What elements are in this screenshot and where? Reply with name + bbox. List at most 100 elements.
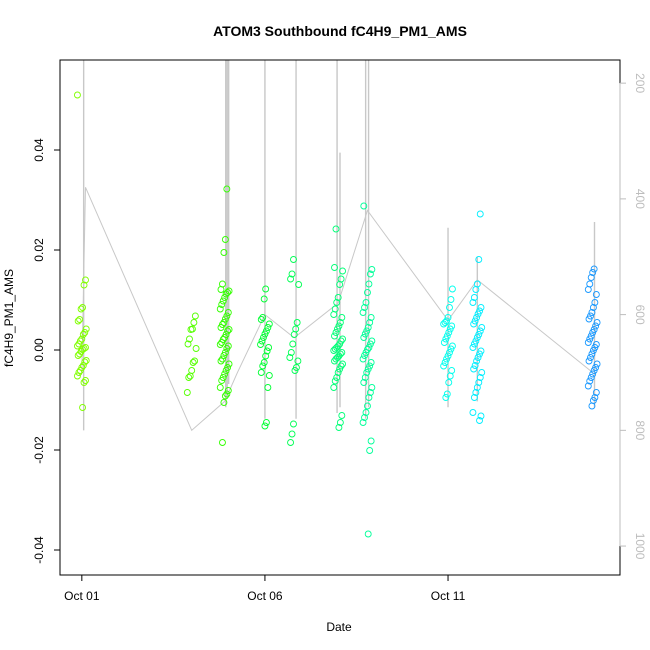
scatter-point xyxy=(336,319,344,326)
scatter-point xyxy=(475,256,483,263)
scatter-point xyxy=(472,389,480,396)
scatter-point xyxy=(446,372,454,380)
scatter-point xyxy=(74,352,82,359)
scatter-point xyxy=(445,329,453,336)
scatter-point xyxy=(469,409,477,416)
scatter-point xyxy=(331,377,339,385)
scatter-point xyxy=(218,377,226,384)
scatter-point xyxy=(183,389,191,396)
scatter-point xyxy=(289,340,297,348)
scatter-point xyxy=(368,384,376,391)
scatter-point xyxy=(476,327,484,335)
scatter-point xyxy=(363,369,371,376)
scatter-point xyxy=(76,367,84,374)
scatter-point xyxy=(331,264,338,271)
scatter-point xyxy=(476,417,483,424)
scatter-point xyxy=(332,225,340,233)
scatter-point xyxy=(216,384,224,391)
scatter-point xyxy=(446,304,453,311)
scatter-point xyxy=(446,349,453,356)
scatter-point xyxy=(441,359,449,366)
scatter-point xyxy=(469,299,477,306)
scatter-point xyxy=(476,374,484,381)
scatter-point xyxy=(589,269,597,276)
scatter-point xyxy=(365,394,373,401)
scatter-point xyxy=(265,320,273,328)
scatter-point xyxy=(257,369,265,376)
scatter-point xyxy=(224,289,232,296)
scatter-point xyxy=(216,305,224,313)
scatter-point xyxy=(367,437,375,445)
scatter-point xyxy=(221,294,229,301)
scatter-point xyxy=(221,370,229,378)
chart-title: ATOM3 Southbound fC4H9_PM1_AMS xyxy=(213,23,467,39)
scatter-point xyxy=(264,384,272,391)
scatter-point xyxy=(221,334,229,341)
scatter-point xyxy=(478,369,486,376)
scatter-point xyxy=(441,319,449,326)
x-tick-label: Oct 11 xyxy=(431,589,466,603)
scatter-point xyxy=(293,319,301,326)
scatter-point xyxy=(73,372,81,380)
scatter-point xyxy=(442,394,450,401)
scatter-point xyxy=(365,280,373,288)
scatter-point xyxy=(75,340,83,348)
scatter-point xyxy=(477,412,485,420)
scatter-point xyxy=(81,329,89,336)
scatter-point xyxy=(334,369,342,376)
scatter-point xyxy=(79,404,87,411)
scatter-point xyxy=(474,354,482,361)
scatter-point xyxy=(82,276,89,284)
scatter-point xyxy=(440,320,448,328)
x-tick-label: Oct 06 xyxy=(247,589,283,603)
scatter-point xyxy=(335,424,343,431)
scatter-point xyxy=(80,379,88,386)
scatter-point xyxy=(217,324,225,331)
scatter-point xyxy=(366,319,374,326)
scatter-point xyxy=(470,320,478,328)
scatter-point xyxy=(79,331,87,338)
scatter-point xyxy=(589,329,597,336)
scatter-point xyxy=(82,357,90,364)
scatter-point xyxy=(74,317,82,325)
x-axis: Oct 01 Oct 06 Oct 11 xyxy=(64,574,466,603)
altitude-line xyxy=(81,187,593,432)
scatter-point xyxy=(362,299,370,306)
scatter-points-layer xyxy=(73,91,601,538)
scatter-point xyxy=(365,344,373,351)
scatter-point xyxy=(361,414,368,421)
scatter-point xyxy=(470,340,478,348)
scatter-point xyxy=(260,359,268,366)
scatter-point xyxy=(338,314,346,321)
scatter-point xyxy=(589,304,597,311)
scatter-point xyxy=(332,329,340,336)
scatter-point xyxy=(262,352,270,360)
scatter-point xyxy=(79,362,87,369)
scatter-point xyxy=(192,345,200,352)
scatter-point xyxy=(470,394,478,401)
y2-tick-label: 200 xyxy=(633,73,647,93)
scatter-point xyxy=(225,360,233,368)
scatter-point xyxy=(366,270,374,278)
scatter-point xyxy=(584,286,592,293)
y-axis-label: fC4H9_PM1_AMS xyxy=(2,269,16,367)
scatter-point xyxy=(287,439,295,446)
scatter-point xyxy=(359,419,367,426)
y-tick-label: 0.04 xyxy=(32,138,46,162)
scatter-point xyxy=(82,325,90,333)
scatter-point xyxy=(73,342,81,350)
y2-tick-label: 600 xyxy=(633,305,647,325)
scatter-point xyxy=(223,390,231,398)
scatter-point xyxy=(440,339,448,346)
scatter-point xyxy=(291,367,299,374)
scatter-point xyxy=(218,339,226,346)
y2-tick-label: 1000 xyxy=(633,533,647,560)
scatter-point xyxy=(443,355,451,363)
scatter-point xyxy=(368,266,376,273)
scatter-point xyxy=(257,316,265,323)
scatter-point xyxy=(287,275,295,283)
scatter-point xyxy=(472,286,480,293)
scatter-point xyxy=(223,185,231,193)
scatter-point xyxy=(333,325,341,333)
